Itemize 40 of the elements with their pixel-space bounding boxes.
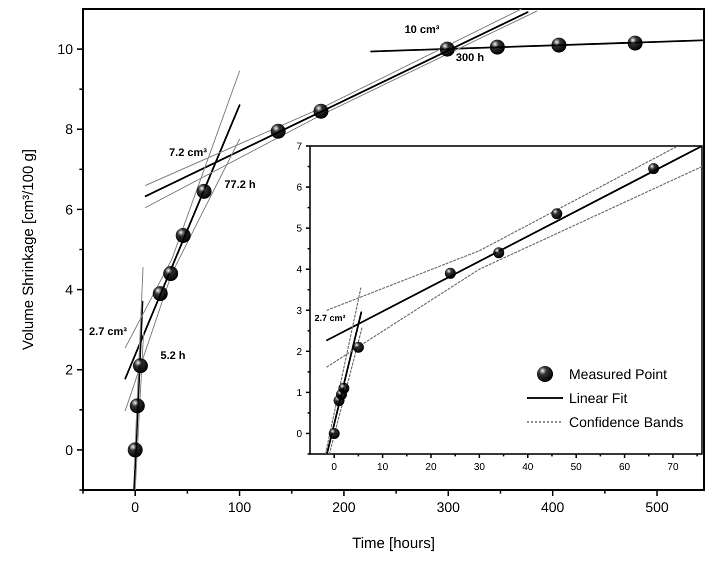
y-tick-label: 6 — [296, 182, 302, 194]
x-tick-label: 100 — [228, 499, 252, 515]
x-tick-label: 400 — [540, 499, 565, 515]
y-tick-label: 7 — [296, 142, 302, 152]
x-tick-label: 60 — [619, 462, 631, 473]
x-tick-label: 200 — [332, 499, 356, 515]
x-tick-label: 20 — [425, 462, 437, 473]
x-tick-label: 50 — [570, 462, 582, 473]
y-tick-label: 0 — [65, 442, 74, 458]
y-axis-title: Volume Shrinkage [cm³/100 g] — [20, 149, 37, 350]
x-tick-label: 30 — [474, 462, 486, 473]
y-tick-label: 5 — [296, 224, 302, 235]
annotation: 2.7 cm³ — [89, 326, 128, 338]
y-tick-label: 1 — [296, 388, 302, 399]
y-tick-label: 4 — [296, 264, 302, 276]
x-tick-label: 500 — [645, 499, 669, 515]
y-tick-label: 0 — [296, 428, 302, 440]
x-tick-label: 0 — [131, 499, 140, 515]
y-tick-label: 10 — [57, 40, 74, 57]
y-tick-label: 2 — [65, 362, 74, 378]
x-tick-label: 0 — [331, 462, 338, 473]
annotation: 5.2 h — [160, 350, 186, 362]
y-tick-label: 3 — [296, 306, 302, 317]
x-tick-label: 10 — [377, 462, 389, 473]
annotation: 7.2 cm³ — [169, 146, 208, 159]
y-tick-label: 6 — [65, 201, 74, 218]
y-tick-label: 2 — [296, 346, 302, 358]
legend-label: Linear Fit — [569, 390, 628, 406]
x-tick-label: 40 — [522, 462, 534, 473]
annotation: 77.2 h — [224, 178, 256, 191]
annotation: 300 h — [456, 52, 484, 64]
legend-label: Confidence Bands — [569, 414, 684, 430]
legend-label: Measured Point — [569, 366, 668, 382]
annotation: 10 cm³ — [404, 24, 440, 36]
x-tick-label: 300 — [436, 499, 460, 515]
y-tick-label: 4 — [65, 281, 74, 298]
x-axis-title: Time [hours] — [352, 535, 435, 552]
y-tick-label: 8 — [65, 121, 74, 138]
annotation: 2.7 cm³ — [314, 313, 346, 324]
x-tick-label: 70 — [667, 462, 679, 473]
